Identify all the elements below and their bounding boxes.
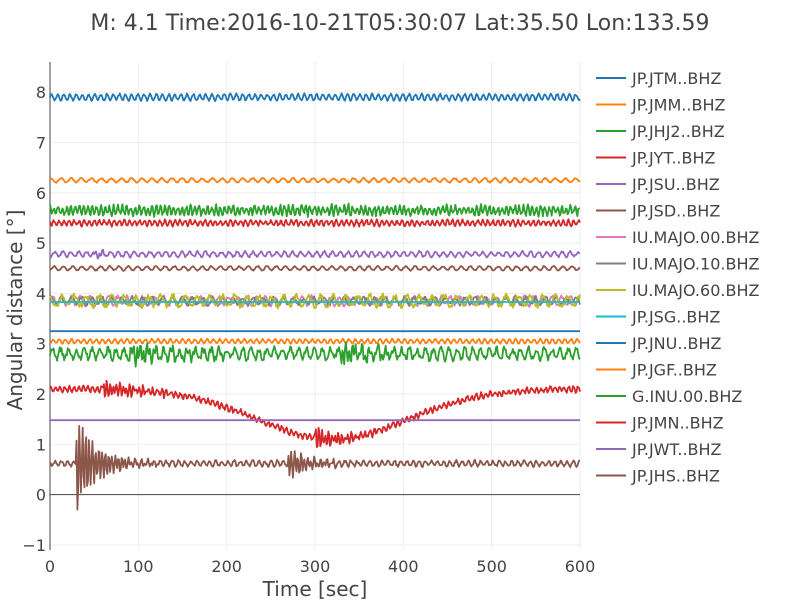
y-tick-label: 4	[36, 284, 46, 303]
legend-item[interactable]: JP.JSG..BHZ	[596, 308, 720, 327]
legend-label: JP.JGF..BHZ	[631, 361, 717, 380]
y-tick-label: 5	[36, 234, 46, 253]
series-line	[49, 264, 581, 272]
series-line	[49, 424, 581, 511]
legend-label: G.INU.00.BHZ	[632, 387, 742, 406]
legend-label: JP.JHJ2..BHZ	[631, 122, 725, 141]
legend-label: IU.MAJO.60.BHZ	[632, 281, 759, 300]
legend-item[interactable]: JP.JSU..BHZ	[596, 175, 720, 194]
legend-label: JP.JMN..BHZ	[631, 414, 724, 433]
legend-label: JP.JNU..BHZ	[631, 334, 722, 353]
series-line	[49, 92, 581, 102]
y-tick-label: 8	[36, 83, 46, 102]
legend-label: JP.JSU..BHZ	[631, 175, 720, 194]
legend-item[interactable]: JP.JHS..BHZ	[596, 467, 720, 486]
y-tick-label: 7	[36, 133, 46, 152]
series-line	[49, 337, 581, 345]
legend-label: JP.JSG..BHZ	[631, 308, 720, 327]
series-line	[49, 341, 581, 368]
legend-item[interactable]: IU.MAJO.00.BHZ	[596, 228, 759, 247]
y-tick-label: 6	[36, 184, 46, 203]
y-tick-label: 3	[36, 335, 46, 354]
series-lines	[49, 92, 581, 511]
y-tick-label: 0	[36, 486, 46, 505]
legend-label: JP.JSD..BHZ	[631, 202, 720, 221]
legend-item[interactable]: JP.JSD..BHZ	[596, 202, 720, 221]
chart-title: M: 4.1 Time:2016-10-21T05:30:07 Lat:35.5…	[90, 11, 709, 36]
legend-label: JP.JYT..BHZ	[631, 149, 716, 168]
series-line	[49, 218, 581, 228]
tick-labels: 0 100 200 300 400 500 600 −1 0 1 2 3 4 5 6 7 8	[22, 83, 595, 576]
series-line	[49, 202, 581, 218]
legend-item[interactable]: JP.JMN..BHZ	[596, 414, 724, 433]
legend-label: JP.JWT..BHZ	[631, 440, 722, 459]
y-tick-label: −1	[22, 536, 46, 555]
axes	[49, 62, 580, 550]
legend-label: JP.JTM..BHZ	[631, 69, 721, 88]
legend-item[interactable]: JP.JHJ2..BHZ	[596, 122, 725, 141]
x-tick-label: 400	[388, 557, 419, 576]
x-tick-label: 100	[123, 557, 154, 576]
series-line	[49, 379, 581, 449]
x-tick-label: 600	[565, 557, 596, 576]
legend-label: IU.MAJO.10.BHZ	[632, 255, 759, 274]
legend-item[interactable]: JP.JNU..BHZ	[596, 334, 722, 353]
legend-item[interactable]: IU.MAJO.10.BHZ	[596, 255, 759, 274]
legend-item[interactable]: JP.JGF..BHZ	[596, 361, 717, 380]
legend-label: IU.MAJO.00.BHZ	[632, 228, 759, 247]
series-line	[49, 292, 581, 310]
y-tick-label: 1	[36, 435, 46, 454]
series-line	[49, 248, 581, 260]
legend-label: JP.JHS..BHZ	[631, 467, 720, 486]
legend-item[interactable]: JP.JMM..BHZ	[596, 96, 725, 115]
legend-item[interactable]: JP.JWT..BHZ	[596, 440, 722, 459]
x-tick-label: 300	[300, 557, 331, 576]
legend-item[interactable]: IU.MAJO.60.BHZ	[596, 281, 759, 300]
series-line	[49, 294, 581, 308]
x-tick-label: 0	[45, 557, 55, 576]
legend-label: JP.JMM..BHZ	[631, 96, 725, 115]
series-line	[49, 176, 581, 184]
x-tick-label: 500	[476, 557, 507, 576]
legend-item[interactable]: JP.JYT..BHZ	[596, 149, 716, 168]
y-tick-label: 2	[36, 385, 46, 404]
legend-item[interactable]: JP.JTM..BHZ	[596, 69, 721, 88]
legend-item[interactable]: G.INU.00.BHZ	[596, 387, 742, 406]
y-axis-label: Angular distance [°]	[3, 210, 27, 411]
legend[interactable]: JP.JTM..BHZ JP.JMM..BHZ JP.JHJ2..BHZ JP.JYT…	[596, 69, 759, 486]
x-tick-label: 200	[211, 557, 242, 576]
x-axis-label: Time [sec]	[262, 577, 368, 600]
